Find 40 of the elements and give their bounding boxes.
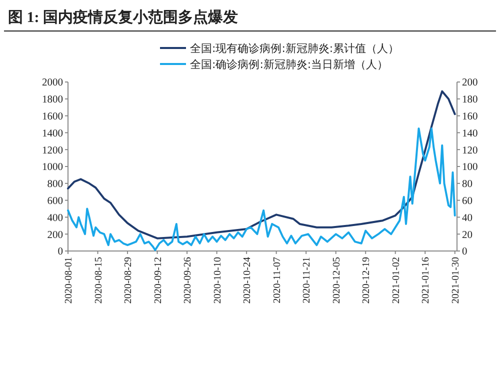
y2-tick-label: 40 xyxy=(462,212,472,224)
y2-tick-label: 80 xyxy=(462,179,472,190)
x-tick-label: 2020-12-19 xyxy=(361,257,372,304)
x-tick-label: 2020-09-26 xyxy=(182,257,194,304)
y-tick-label: 1000 xyxy=(42,162,63,174)
line-series xyxy=(67,90,456,240)
y2-tick-label: 100 xyxy=(462,162,478,174)
y2-tick-label: 180 xyxy=(462,94,478,106)
y2-tick-label: 140 xyxy=(462,128,478,140)
x-tick-label: 2020-08-01 xyxy=(64,257,74,304)
y2-tick-label: 60 xyxy=(462,196,472,207)
y2-tick-label: 200 xyxy=(462,78,478,89)
y-tick-label: 600 xyxy=(47,196,63,207)
legend-label: 全国:确诊病例:新冠肺炎:当日新增（人） xyxy=(190,58,388,71)
y-tick-label: 800 xyxy=(47,179,63,190)
x-tick-label: 2020-08-15 xyxy=(93,257,104,304)
x-tick-label: 2021-01-16 xyxy=(420,257,432,304)
x-tick-label: 2020-08-29 xyxy=(123,257,134,304)
x-tick-label: 2020-11-21 xyxy=(302,257,313,304)
y2-tick-label: 120 xyxy=(462,145,478,156)
y-tick-label: 1200 xyxy=(42,145,63,156)
x-tick-label: 2020-09-12 xyxy=(152,257,164,304)
legend-label: 全国:现有确诊病例:新冠肺炎:累计值（人） xyxy=(190,42,400,55)
y-tick-label: 200 xyxy=(47,230,63,241)
y2-tick-label: 0 xyxy=(462,246,468,258)
y-tick-label: 1600 xyxy=(42,111,63,122)
y2-tick-label: 160 xyxy=(462,111,478,122)
x-tick-label: 2020-10-10 xyxy=(212,257,224,304)
y-tick-label: 0 xyxy=(58,246,63,258)
x-tick-label: 2020-11-07 xyxy=(272,257,283,304)
chart-title: 图 1: 国内疫情反复小范围多点爆发 xyxy=(8,9,238,26)
y2-tick-label: 20 xyxy=(462,230,472,241)
y-tick-label: 400 xyxy=(47,212,63,224)
x-tick-label: 2021-01-02 xyxy=(390,257,402,304)
y-tick-label: 2000 xyxy=(42,78,63,89)
x-tick-label: 2020-10-24 xyxy=(242,257,254,304)
y-tick-label: 1400 xyxy=(42,128,63,140)
y-tick-label: 1800 xyxy=(42,94,63,106)
x-tick-label: 2020-12-05 xyxy=(331,257,342,304)
x-tick-label: 2021-01-30 xyxy=(450,257,462,304)
